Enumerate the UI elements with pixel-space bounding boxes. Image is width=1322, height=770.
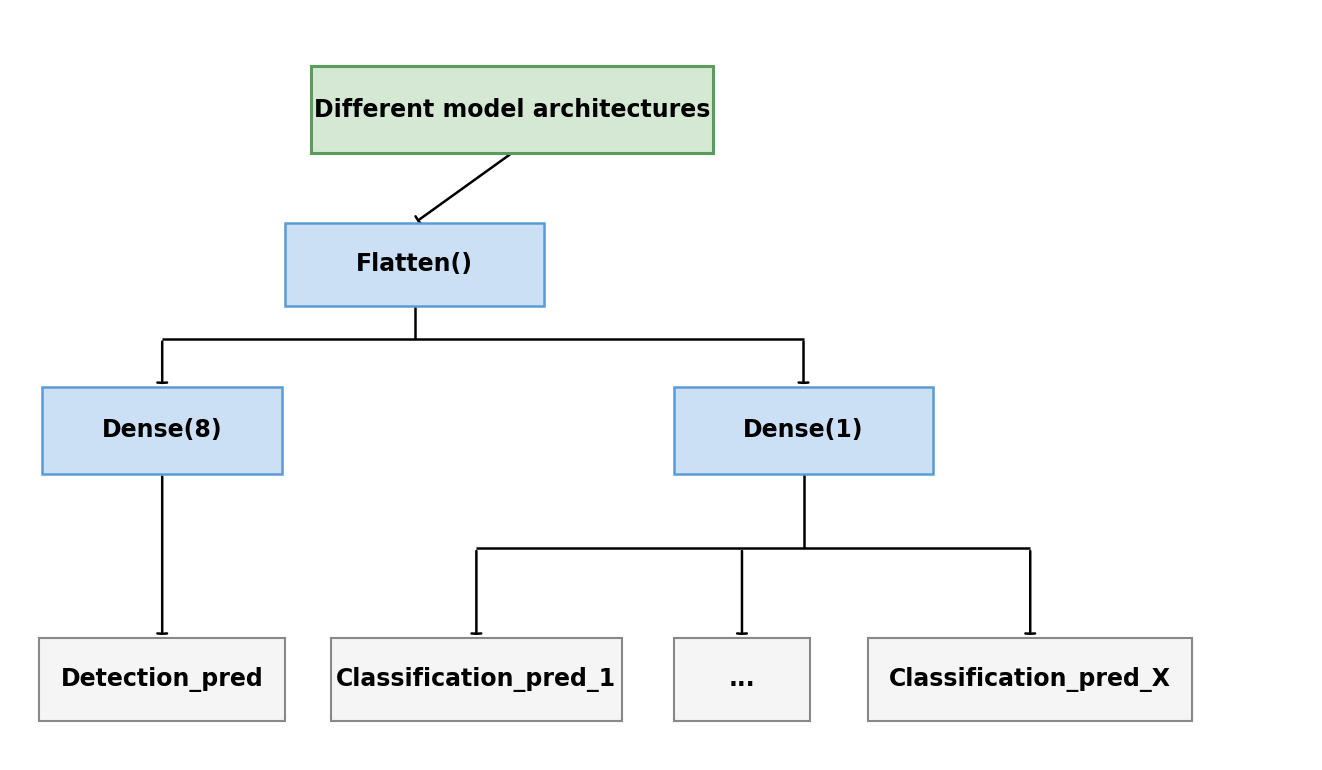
Bar (674, 638, 810, 721)
Text: Dense(1): Dense(1) (743, 418, 863, 442)
Bar (42, 387, 282, 474)
Bar (40, 638, 286, 721)
Bar (330, 638, 623, 721)
Text: Detection_pred: Detection_pred (61, 667, 263, 691)
Bar (311, 66, 713, 153)
Text: Classification_pred_1: Classification_pred_1 (336, 667, 616, 691)
Text: Dense(8): Dense(8) (102, 418, 222, 442)
Text: Different model architectures: Different model architectures (313, 98, 710, 122)
Text: Classification_pred_X: Classification_pred_X (890, 667, 1171, 691)
Bar (286, 223, 545, 306)
Text: Flatten(): Flatten() (357, 253, 473, 276)
Bar (674, 387, 933, 474)
Text: ...: ... (728, 668, 755, 691)
Bar (869, 638, 1192, 721)
